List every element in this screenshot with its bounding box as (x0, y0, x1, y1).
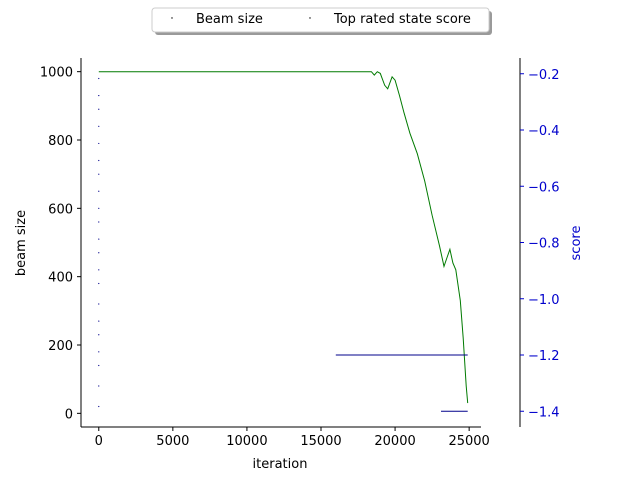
early-point (98, 320, 100, 322)
right-axis-ticks: −0.2 −0.4 −0.6 −0.8 −1.0 −1.2 −1.4 (520, 68, 560, 420)
early-point (98, 252, 100, 254)
early-point (98, 364, 100, 367)
early-point (98, 405, 100, 408)
y-axis-ticks: 0 200 400 600 800 1000 (40, 66, 81, 422)
y-tick-label: 800 (48, 134, 73, 149)
early-point (98, 173, 100, 175)
right-tick-label: −1.4 (528, 405, 560, 420)
early-point (98, 238, 100, 240)
early-point (98, 77, 100, 80)
right-axis-label: score (569, 226, 584, 261)
early-point (98, 207, 100, 209)
legend-box (151, 7, 490, 33)
early-point (98, 190, 100, 192)
early-point (98, 385, 100, 387)
legend-marker-top-rated-score (309, 17, 311, 19)
y-tick-label: 200 (48, 339, 73, 354)
early-point (98, 351, 100, 353)
x-axis-ticks: 0 5000 10000 15000 20000 25000 (95, 427, 490, 449)
right-tick-label: −1.2 (528, 349, 560, 364)
right-tick-label: −0.4 (528, 124, 560, 139)
early-point (98, 269, 100, 271)
legend-label-beam-size: Beam size (196, 12, 263, 27)
x-tick-label: 10000 (226, 434, 267, 449)
right-tick-label: −1.0 (528, 293, 560, 308)
right-tick-label: −0.6 (528, 180, 560, 195)
x-tick-label: 25000 (448, 434, 489, 449)
legend-label-top-rated-score: Top rated state score (333, 12, 471, 27)
x-tick-label: 0 (95, 434, 103, 449)
x-tick-label: 15000 (300, 434, 341, 449)
early-point (98, 282, 100, 285)
plot-area (80, 58, 521, 428)
beam-size-line (98, 71, 469, 404)
y-tick-label: 1000 (40, 66, 73, 81)
early-point (98, 303, 100, 305)
early-point (98, 221, 100, 223)
legend: Beam size Top rated state score (151, 7, 492, 35)
y-tick-label: 400 (48, 271, 73, 286)
early-point (98, 125, 100, 127)
early-point (98, 334, 100, 336)
early-point (98, 142, 100, 145)
early-point (98, 108, 100, 110)
early-point (98, 94, 100, 97)
series-layer (98, 71, 469, 412)
early-point (98, 159, 100, 162)
y-tick-label: 0 (65, 407, 73, 422)
legend-marker-beam-size (171, 17, 173, 19)
x-tick-label: 20000 (374, 434, 415, 449)
y-tick-label: 600 (48, 202, 73, 217)
y-axis-label: beam size (14, 210, 29, 276)
right-tick-label: −0.2 (528, 68, 560, 83)
x-axis-label: iteration (253, 457, 308, 472)
x-tick-label: 5000 (156, 434, 189, 449)
right-tick-label: −0.8 (528, 237, 560, 252)
